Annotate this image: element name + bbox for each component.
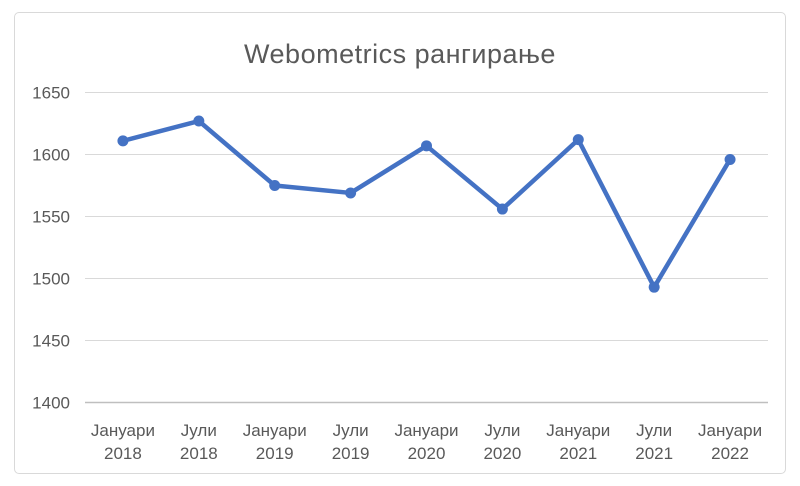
- data-point-marker: [724, 153, 736, 165]
- y-tick-label: 1550: [32, 208, 70, 227]
- chart-container: Webometrics рангирање: [14, 12, 786, 474]
- x-tick-label: Јули 2019: [332, 421, 370, 463]
- data-point-marker: [117, 135, 129, 147]
- data-point-marker: [421, 140, 432, 152]
- y-tick-label: 1500: [32, 270, 70, 289]
- x-tick-label: Јануари 2021: [546, 421, 610, 463]
- data-point-marker: [572, 134, 584, 146]
- x-tick-label: Јануари 2020: [394, 421, 458, 463]
- y-tick-label: 1600: [32, 146, 70, 165]
- x-tick-label: Јануари 2022: [698, 421, 762, 463]
- chart-title: Webometrics рангирање: [244, 39, 556, 69]
- data-point-marker: [648, 281, 660, 293]
- data-point-marker: [496, 203, 508, 215]
- x-tick-label: Јануари 2019: [243, 421, 307, 463]
- x-tick-label: Јули 2020: [483, 421, 521, 463]
- y-tick-label: 1450: [32, 332, 70, 351]
- data-point-marker: [193, 115, 205, 127]
- x-tick-label: Јануари 2018: [91, 421, 155, 463]
- y-tick-label: 1400: [32, 394, 70, 413]
- x-tick-label: Јули 2021: [635, 421, 673, 463]
- y-tick-label: 1650: [32, 84, 70, 103]
- x-tick-label: Јули 2018: [180, 421, 218, 463]
- data-point-marker: [345, 187, 357, 199]
- data-point-marker: [269, 180, 281, 191]
